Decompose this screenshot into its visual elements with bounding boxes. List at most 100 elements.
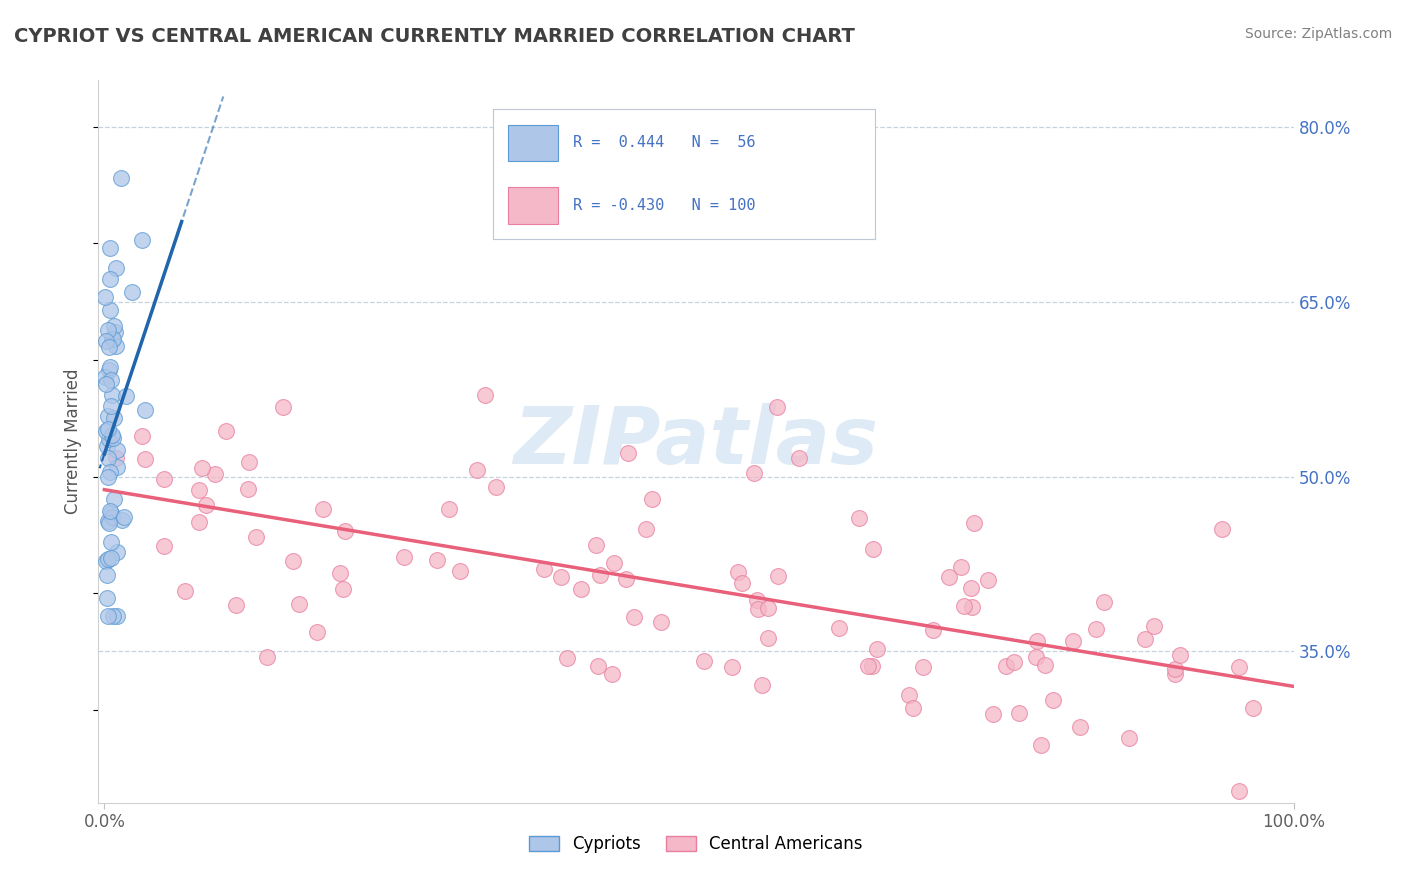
Point <box>533 561 555 575</box>
Point <box>439 502 461 516</box>
Point <box>96 424 118 438</box>
Point <box>589 567 612 582</box>
Point <box>121 285 143 300</box>
Point <box>101 332 124 346</box>
Point <box>194 498 217 512</box>
Point <box>650 615 672 630</box>
Point <box>96 568 118 582</box>
Point <box>100 388 122 402</box>
Point <box>101 431 124 445</box>
Point <box>112 509 135 524</box>
Point <box>98 241 121 255</box>
Point <box>862 542 884 557</box>
Point <box>1241 700 1264 714</box>
Point <box>641 491 664 506</box>
Point <box>981 706 1004 721</box>
Point <box>105 609 128 624</box>
Point <box>911 660 934 674</box>
Point <box>100 509 122 524</box>
Point <box>865 641 887 656</box>
Point <box>787 451 810 466</box>
Point <box>104 325 127 339</box>
Point <box>328 566 350 581</box>
Point <box>484 480 506 494</box>
Point <box>97 516 120 530</box>
Point <box>287 597 309 611</box>
Point <box>1033 657 1056 672</box>
Point <box>188 515 211 529</box>
Point <box>134 402 156 417</box>
Point <box>623 610 645 624</box>
Point <box>1227 784 1250 798</box>
Point <box>1211 522 1233 536</box>
Point <box>995 659 1018 673</box>
Point <box>751 678 773 692</box>
Point <box>103 332 125 346</box>
Point <box>721 660 744 674</box>
Point <box>474 388 496 402</box>
Point <box>1092 594 1115 608</box>
Point <box>600 666 623 681</box>
Text: CYPRIOT VS CENTRAL AMERICAN CURRENTLY MARRIED CORRELATION CHART: CYPRIOT VS CENTRAL AMERICAN CURRENTLY MA… <box>14 27 855 45</box>
Point <box>756 600 779 615</box>
Point <box>1133 632 1156 647</box>
Point <box>858 658 880 673</box>
Point <box>97 450 120 465</box>
Point <box>98 433 121 447</box>
Point <box>98 465 121 479</box>
Point <box>225 598 247 612</box>
Point <box>1042 693 1064 707</box>
Point <box>766 568 789 582</box>
Point <box>467 463 489 477</box>
Point <box>766 400 789 414</box>
Text: Source: ZipAtlas.com: Source: ZipAtlas.com <box>1244 27 1392 41</box>
Point <box>105 339 128 353</box>
Point <box>862 659 884 673</box>
Point <box>953 599 976 614</box>
Point <box>191 461 214 475</box>
Point <box>392 549 415 564</box>
Point <box>1168 648 1191 663</box>
Point <box>1031 738 1053 752</box>
Point <box>333 524 356 538</box>
Point <box>922 623 945 637</box>
Text: ZIPatlas: ZIPatlas <box>513 402 879 481</box>
Point <box>550 570 572 584</box>
Point <box>897 689 920 703</box>
Point <box>215 425 238 439</box>
Point <box>97 470 120 484</box>
Point <box>977 573 1000 587</box>
Point <box>1085 622 1108 636</box>
Point <box>747 602 769 616</box>
Point <box>636 522 658 536</box>
Point <box>97 609 120 624</box>
Point <box>131 429 153 443</box>
Point <box>98 340 121 354</box>
Point <box>103 609 125 624</box>
Point <box>173 584 195 599</box>
Point <box>569 582 592 596</box>
Point <box>98 272 121 286</box>
Point <box>100 534 122 549</box>
Point <box>245 531 267 545</box>
Point <box>98 504 121 518</box>
Point <box>962 600 984 615</box>
Point <box>94 377 117 392</box>
Point <box>104 261 127 276</box>
Point <box>616 446 638 460</box>
Point <box>134 452 156 467</box>
Point <box>98 363 121 377</box>
Point <box>614 572 637 586</box>
Point <box>105 450 128 465</box>
Point <box>756 631 779 645</box>
Point <box>103 491 125 506</box>
Point <box>901 700 924 714</box>
Point <box>950 559 973 574</box>
Point <box>97 514 120 528</box>
Point <box>960 581 983 595</box>
Point <box>105 442 128 457</box>
Point <box>848 511 870 525</box>
Point <box>103 411 125 425</box>
Point <box>256 649 278 664</box>
Point <box>1002 655 1025 669</box>
